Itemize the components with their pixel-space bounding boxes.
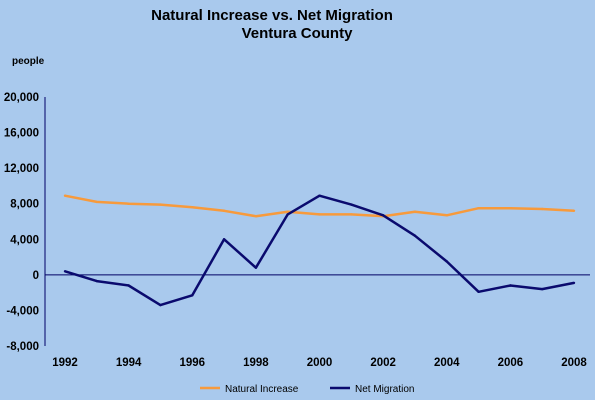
data-point [286, 213, 289, 216]
axes [44, 97, 590, 346]
data-point [222, 238, 226, 241]
y-tick-label: 4,000 [10, 234, 39, 246]
y-tick-label: 0 [33, 270, 39, 282]
series-line-net-migration [64, 194, 575, 307]
legend-label-natural-increase: Natural Increase [225, 384, 299, 395]
series-line-natural-increase [64, 194, 575, 218]
data-point [477, 290, 480, 293]
data-point [63, 270, 67, 273]
data-point [95, 279, 99, 283]
x-tick-label: 1994 [116, 357, 142, 369]
data-point [318, 213, 321, 216]
data-point [381, 214, 385, 217]
data-point [541, 207, 544, 211]
data-point [159, 203, 162, 206]
y-axis-unit-label: people [12, 56, 45, 67]
data-point [286, 210, 289, 213]
x-tick-label: 2004 [434, 357, 460, 369]
data-point [254, 215, 258, 218]
data-point [445, 260, 448, 263]
data-point [413, 210, 417, 213]
x-tick-label: 1996 [179, 357, 205, 369]
data-point [477, 207, 480, 210]
data-point [159, 303, 162, 307]
y-tick-label: 12,000 [4, 163, 39, 175]
data-point [509, 207, 512, 210]
legend-label-net-migration: Net Migration [355, 384, 414, 395]
chart-subtitle: Ventura County [242, 25, 354, 42]
data-point [413, 234, 417, 237]
x-tick-label: 1992 [52, 357, 78, 369]
data-point [191, 206, 194, 209]
data-point [572, 281, 576, 285]
data-point [509, 284, 512, 287]
x-tick-labels: 1992 1994 1996 1998 2000 2002 2004 2006 2008 [52, 357, 587, 369]
data-point [445, 214, 448, 217]
data-point [95, 200, 99, 204]
data-point [541, 287, 544, 291]
x-tick-label: 2002 [370, 357, 396, 369]
data-point [350, 203, 353, 206]
data-point [350, 213, 353, 216]
x-tick-label: 2006 [498, 357, 524, 369]
legend: Natural Increase Net Migration [200, 384, 414, 395]
y-tick-label: 8,000 [10, 199, 39, 211]
data-point [191, 294, 194, 297]
series-lines [63, 194, 576, 307]
data-point [318, 194, 321, 197]
x-tick-label: 1998 [243, 357, 269, 369]
data-point [222, 209, 226, 212]
y-tick-label: 20,000 [4, 92, 39, 104]
data-point [254, 266, 258, 269]
data-point [127, 284, 130, 287]
chart-title: Natural Increase vs. Net Migration [151, 7, 393, 24]
y-tick-label: -4,000 [6, 305, 39, 317]
data-point [127, 202, 130, 205]
y-tick-label: -8,000 [6, 341, 39, 353]
data-point [572, 209, 576, 212]
x-tick-label: 2008 [561, 357, 587, 369]
x-tick-label: 2000 [307, 357, 333, 369]
data-point [63, 194, 67, 197]
y-tick-label: 16,000 [4, 128, 39, 140]
y-tick-labels: 20,000 16,000 12,000 8,000 4,000 0 -4,000 -8,00… [4, 92, 39, 353]
